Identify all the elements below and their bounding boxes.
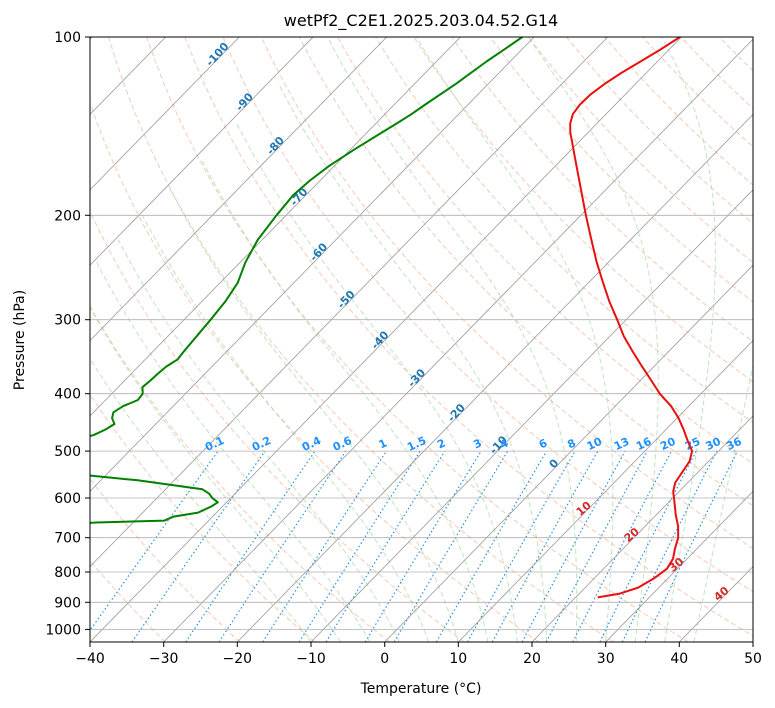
y-tick-label: 200 bbox=[54, 208, 81, 224]
isotherm bbox=[458, 339, 753, 642]
moist-adiabat bbox=[236, 123, 518, 642]
moist-adiabat bbox=[142, 215, 430, 642]
isotherm bbox=[90, 37, 240, 191]
dry-adiabat bbox=[489, 37, 753, 303]
x-tick-label: 30 bbox=[597, 651, 615, 667]
x-tick-label: 0 bbox=[380, 651, 389, 667]
plot-area: -100-90-80-70-60-50-40-30-20-10010203040… bbox=[90, 37, 753, 642]
dry-adiabat bbox=[90, 305, 390, 642]
isotherm bbox=[90, 37, 461, 417]
mixing-ratio-line bbox=[621, 450, 718, 642]
y-tick-label: 100 bbox=[54, 30, 81, 46]
chart-title: wetPf2_C2E1.2025.203.04.52.G14 bbox=[284, 11, 558, 31]
mixing-ratio-line bbox=[521, 450, 626, 642]
moist-adiabat bbox=[527, 37, 659, 642]
plot-frame bbox=[89, 36, 754, 643]
moist-adiabat bbox=[327, 37, 578, 642]
mixing-ratio-label: 20 bbox=[658, 435, 678, 453]
y-tick-label: 1000 bbox=[45, 622, 81, 638]
dry-adiabat bbox=[90, 559, 166, 642]
mixing-ratio-label: 13 bbox=[612, 435, 631, 453]
y-tick-label: 300 bbox=[54, 313, 81, 329]
y-tick-label: 700 bbox=[54, 531, 81, 547]
x-tick-label: −40 bbox=[75, 651, 105, 667]
moist-adiabat bbox=[693, 362, 753, 642]
x-axis-label: Temperature (°C) bbox=[360, 681, 482, 697]
y-tick-label: 800 bbox=[54, 565, 81, 581]
sounding-series bbox=[90, 37, 694, 599]
mixing-ratio-line bbox=[218, 450, 347, 642]
y-tick-label: 600 bbox=[54, 491, 81, 507]
mixing-ratio-label: 36 bbox=[724, 435, 744, 453]
mixing-ratio-line bbox=[90, 450, 219, 632]
dry-adiabat bbox=[146, 37, 689, 642]
dry-adiabat bbox=[90, 393, 316, 642]
moist-adiabat bbox=[415, 37, 614, 642]
isotherm bbox=[90, 37, 608, 568]
y-tick-label: 500 bbox=[54, 444, 81, 460]
y-tick-label: 400 bbox=[54, 387, 81, 403]
isotherm bbox=[90, 37, 314, 266]
isotherm bbox=[605, 490, 753, 642]
moist-adiabat bbox=[90, 357, 312, 642]
mixing-ratio-line bbox=[298, 450, 421, 642]
mixing-ratio-line bbox=[131, 450, 266, 642]
mixing-ratio-label: 16 bbox=[634, 435, 654, 453]
x-tick-label: −20 bbox=[223, 651, 253, 667]
mixing-ratio-line bbox=[467, 450, 576, 642]
dry-adiabat bbox=[375, 37, 753, 424]
mixing-ratio-label: 30 bbox=[704, 435, 724, 453]
dry-adiabat bbox=[90, 101, 540, 642]
moist-adiabat bbox=[117, 239, 400, 642]
moist-adiabat bbox=[278, 83, 548, 642]
isotherm bbox=[90, 37, 387, 342]
moist-adiabat bbox=[90, 306, 341, 642]
y-tick-label: 900 bbox=[54, 595, 81, 611]
temperature-line bbox=[569, 37, 694, 599]
x-tick-label: −10 bbox=[296, 651, 326, 667]
y-axis-label: Pressure (hPa) bbox=[12, 290, 28, 390]
isotherm bbox=[237, 113, 753, 642]
x-tick-label: 20 bbox=[523, 651, 541, 667]
isotherm bbox=[90, 37, 682, 642]
moist-adiabat bbox=[200, 157, 489, 642]
mixing-ratio-line bbox=[185, 450, 316, 642]
x-tick-label: 50 bbox=[744, 651, 762, 667]
x-tick-label: 40 bbox=[670, 651, 688, 667]
isotherm bbox=[163, 38, 753, 642]
isotherms bbox=[90, 37, 753, 642]
dry-adiabat bbox=[222, 37, 753, 593]
dry-adiabat bbox=[90, 477, 241, 642]
moist-adiabat bbox=[661, 37, 716, 642]
pressure-gridlines bbox=[90, 37, 753, 630]
isotherm bbox=[531, 415, 753, 642]
x-tick-label: 10 bbox=[449, 651, 467, 667]
dewpoint-line bbox=[90, 37, 523, 524]
isotherm bbox=[310, 189, 753, 642]
x-axis-ticks: −40 −30 −20 −10 0 10 20 30 40 50 bbox=[75, 642, 762, 667]
dry-adiabat bbox=[90, 209, 465, 642]
moist-adiabat bbox=[169, 187, 459, 642]
moist-adiabat bbox=[96, 262, 371, 642]
mixing-ratio-line bbox=[262, 450, 387, 642]
dry-adiabat bbox=[413, 37, 753, 383]
x-tick-label: −30 bbox=[149, 651, 179, 667]
mixing-ratio-line bbox=[364, 450, 482, 642]
mixing-ratio-label: 10 bbox=[585, 435, 605, 453]
moist-adiabats bbox=[90, 37, 753, 642]
dry-adiabat bbox=[108, 37, 614, 642]
y-axis-ticks: 100 200 300 400 500 600 700 800 900 1000 bbox=[45, 30, 90, 638]
dry-adiabat bbox=[298, 37, 753, 507]
isotherm bbox=[384, 264, 753, 642]
isotherm bbox=[90, 37, 535, 492]
